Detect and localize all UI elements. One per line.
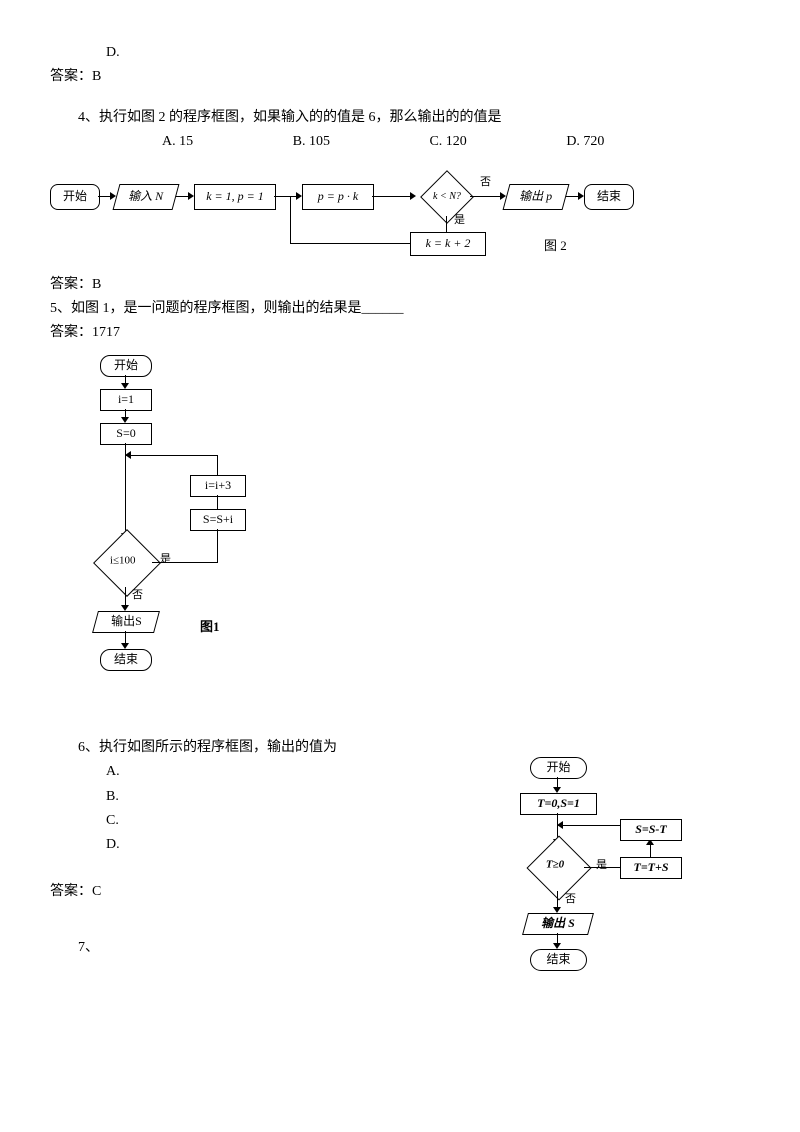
fc6-yes: 是 xyxy=(596,857,607,875)
fc2-cond: k < N? xyxy=(420,170,474,224)
fc2-caption: 图 2 xyxy=(544,236,567,257)
fc2-output: 输出 p xyxy=(503,184,570,210)
fc2-init: k = 1, p = 1 xyxy=(194,184,276,210)
q4-optC: C. 120 xyxy=(373,131,466,153)
fc2-inc: k = k + 2 xyxy=(410,232,486,256)
fc1-end: 结束 xyxy=(100,649,152,671)
fc1-ssi: S=S+i xyxy=(190,509,246,531)
fc6-no: 否 xyxy=(565,891,576,909)
flowchart-6: 开始 T=0,S=1 T≥0 是 T=T+S S=S-T 否 输出 S 结束 xyxy=(480,757,710,987)
q3-optD: D. xyxy=(50,42,750,64)
fc1-s0: S=0 xyxy=(100,423,152,445)
q3-answer: 答案：B xyxy=(50,66,750,88)
fc2-start: 开始 xyxy=(50,184,100,210)
fc6-sst: S=S-T xyxy=(620,819,682,841)
fc6-cond: T≥0 xyxy=(526,835,591,900)
fc1-i3: i=i+3 xyxy=(190,475,246,497)
fc1-no: 否 xyxy=(132,587,143,605)
q4-stem: 4、执行如图 2 的程序框图，如果输入的的值是 6，那么输出的的值是 xyxy=(50,107,750,129)
fc1-cond: i≤100 xyxy=(93,529,161,597)
q5-stem: 5、如图 1，是一问题的程序框图，则输出的结果是______ xyxy=(50,298,750,320)
fc1-start: 开始 xyxy=(100,355,152,377)
fc2-input: 输入 N xyxy=(113,184,180,210)
fc2-no: 否 xyxy=(480,174,491,192)
fc2-calc: p = p · k xyxy=(302,184,374,210)
q5-answer: 答案：1717 xyxy=(50,322,750,344)
fc6-end: 结束 xyxy=(530,949,587,971)
q4-optA: A. 15 xyxy=(106,131,193,153)
flowchart-2: 开始 输入 N k = 1, p = 1 p = p · k k < N? 否 … xyxy=(50,164,750,264)
flowchart-1: 开始 i=1 S=0 i=i+3 S=S+i i≤100 是 否 输出S 结束 … xyxy=(70,355,300,695)
fc6-tts: T=T+S xyxy=(620,857,682,879)
fc1-i1: i=1 xyxy=(100,389,152,411)
fc6-start: 开始 xyxy=(530,757,587,779)
q4-optD: D. 720 xyxy=(510,131,604,153)
fc2-yes: 是 xyxy=(454,212,465,230)
fc1-output: 输出S xyxy=(92,611,160,633)
q4-answer: 答案：B xyxy=(50,274,750,296)
fc6-init: T=0,S=1 xyxy=(520,793,597,815)
fc2-end: 结束 xyxy=(584,184,634,210)
q4-choices: A. 15 B. 105 C. 120 D. 720 xyxy=(50,131,750,153)
q4-optB: B. 105 xyxy=(237,131,330,153)
fc6-output: 输出 S xyxy=(522,913,594,935)
fc1-yes: 是 xyxy=(160,551,171,569)
fc1-caption: 图1 xyxy=(200,617,220,638)
